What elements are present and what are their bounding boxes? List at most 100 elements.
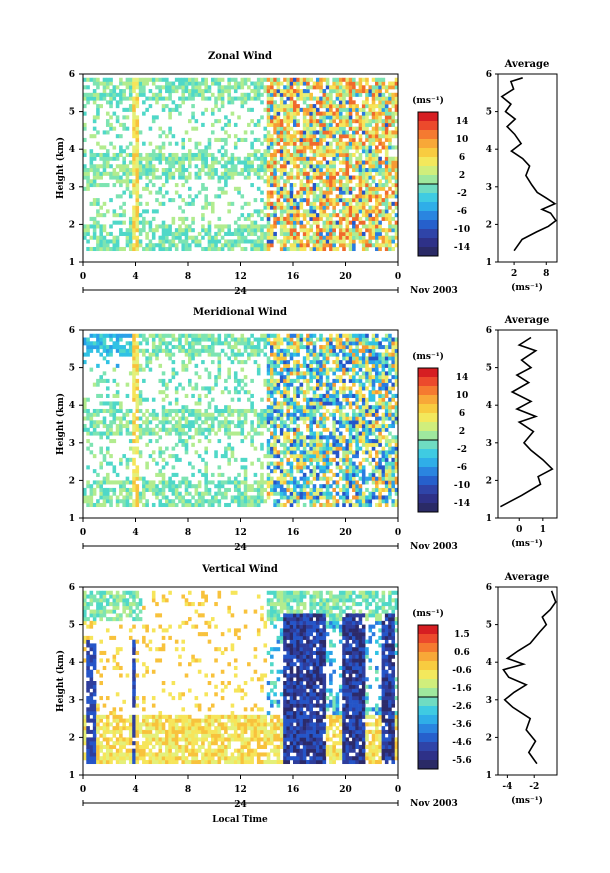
heatmap-cell	[217, 96, 222, 101]
heatmap-cell	[365, 100, 369, 105]
heatmap-cell	[319, 367, 323, 372]
heatmap-cell	[115, 152, 120, 158]
heatmap-cell	[135, 352, 140, 357]
heatmap-cell	[361, 472, 366, 477]
heatmap-cell	[224, 137, 228, 142]
heatmap-cell	[148, 420, 153, 425]
heatmap-cell	[296, 439, 300, 444]
heatmap-cell	[296, 390, 300, 395]
heatmap-cell	[289, 205, 294, 210]
heatmap-cell	[319, 201, 323, 206]
heatmap-cell	[260, 246, 264, 252]
heatmap-cell	[105, 401, 110, 406]
heatmap-cell	[151, 397, 156, 402]
heatmap-cell	[325, 371, 330, 376]
heatmap-cell	[306, 390, 310, 395]
heatmap-cell	[230, 480, 235, 485]
heatmap-cell	[194, 491, 199, 496]
heatmap-cell	[132, 446, 136, 451]
heatmap-cell	[293, 239, 297, 244]
heatmap-cell	[338, 141, 343, 146]
heatmap-cell	[283, 375, 287, 380]
heatmap-cell	[296, 81, 300, 86]
heatmap-cell	[361, 408, 366, 414]
heatmap-cell	[279, 224, 284, 229]
heatmap-cell	[174, 487, 179, 492]
heatmap-cell	[322, 371, 327, 376]
heatmap-cell	[296, 424, 300, 429]
heatmap-cell	[135, 246, 140, 252]
heatmap-cell	[352, 235, 356, 240]
heatmap-cell	[283, 469, 287, 474]
heatmap-cell	[355, 231, 359, 236]
heatmap-cell	[332, 397, 336, 402]
heatmap-cell	[181, 168, 186, 173]
heatmap-cell	[247, 239, 251, 244]
heatmap-cell	[260, 412, 264, 417]
heatmap-cell	[342, 420, 346, 425]
heatmap-cell	[293, 491, 297, 496]
heatmap-cell	[220, 484, 225, 489]
heatmap-cell	[296, 231, 300, 236]
heatmap-cell	[256, 209, 261, 214]
heatmap-cell	[247, 171, 251, 176]
heatmap-cell	[220, 420, 225, 425]
heatmap-cell	[161, 420, 166, 425]
heatmap-cell	[325, 168, 330, 173]
heatmap-cell	[289, 454, 294, 459]
heatmap-cell	[266, 454, 271, 459]
heatmap-cell	[92, 198, 97, 203]
heatmap-cell	[122, 424, 126, 429]
heatmap-cell	[256, 168, 261, 173]
heatmap-cell	[132, 100, 136, 105]
heatmap-cell	[319, 243, 323, 248]
heatmap-cell	[371, 149, 376, 154]
heatmap-cell	[122, 348, 126, 353]
heatmap-cell	[394, 111, 399, 116]
heatmap-cell	[266, 420, 271, 425]
heatmap-cell	[204, 487, 208, 492]
heatmap-cell	[105, 111, 110, 116]
heatmap-cell	[322, 502, 327, 508]
heatmap-cell	[86, 480, 90, 485]
heatmap-cell	[210, 424, 215, 429]
heatmap-cell	[92, 502, 97, 508]
heatmap-cell	[329, 469, 333, 474]
heatmap-cell	[132, 145, 136, 150]
heatmap-cell	[191, 495, 195, 500]
heatmap-cell	[96, 420, 100, 425]
heatmap-cell	[145, 152, 149, 158]
heatmap-cell	[270, 145, 274, 150]
heatmap-cell	[371, 168, 376, 173]
heatmap-cell	[132, 371, 136, 376]
heatmap-cell	[125, 333, 130, 338]
heatmap-cell	[256, 424, 261, 429]
heatmap-cell	[237, 348, 241, 353]
heatmap-cell	[115, 92, 120, 97]
heatmap-cell	[181, 367, 186, 372]
heatmap-cell	[273, 216, 277, 221]
heatmap-cell	[355, 156, 359, 161]
heatmap-cell	[243, 348, 248, 353]
heatmap-cell	[168, 431, 172, 436]
heatmap-cell	[119, 246, 123, 252]
heatmap-cell	[342, 235, 346, 240]
heatmap-cell	[184, 168, 189, 173]
heatmap-cell	[329, 100, 333, 105]
heatmap-cell	[188, 408, 192, 414]
heatmap-cell	[171, 235, 176, 240]
heatmap-cell	[355, 435, 359, 440]
heatmap-cell	[105, 183, 110, 188]
heatmap-cell	[89, 420, 94, 425]
heatmap-cell	[263, 205, 268, 210]
heatmap-cell	[188, 378, 192, 383]
heatmap-cell	[322, 89, 327, 94]
heatmap-cell	[322, 243, 327, 248]
heatmap-cell	[145, 160, 149, 165]
heatmap-cell	[171, 367, 176, 372]
heatmap-cell	[115, 333, 120, 338]
heatmap-cell	[256, 137, 261, 142]
heatmap-cell	[286, 246, 291, 252]
heatmap-cell	[329, 224, 333, 229]
heatmap-cell	[325, 382, 330, 387]
